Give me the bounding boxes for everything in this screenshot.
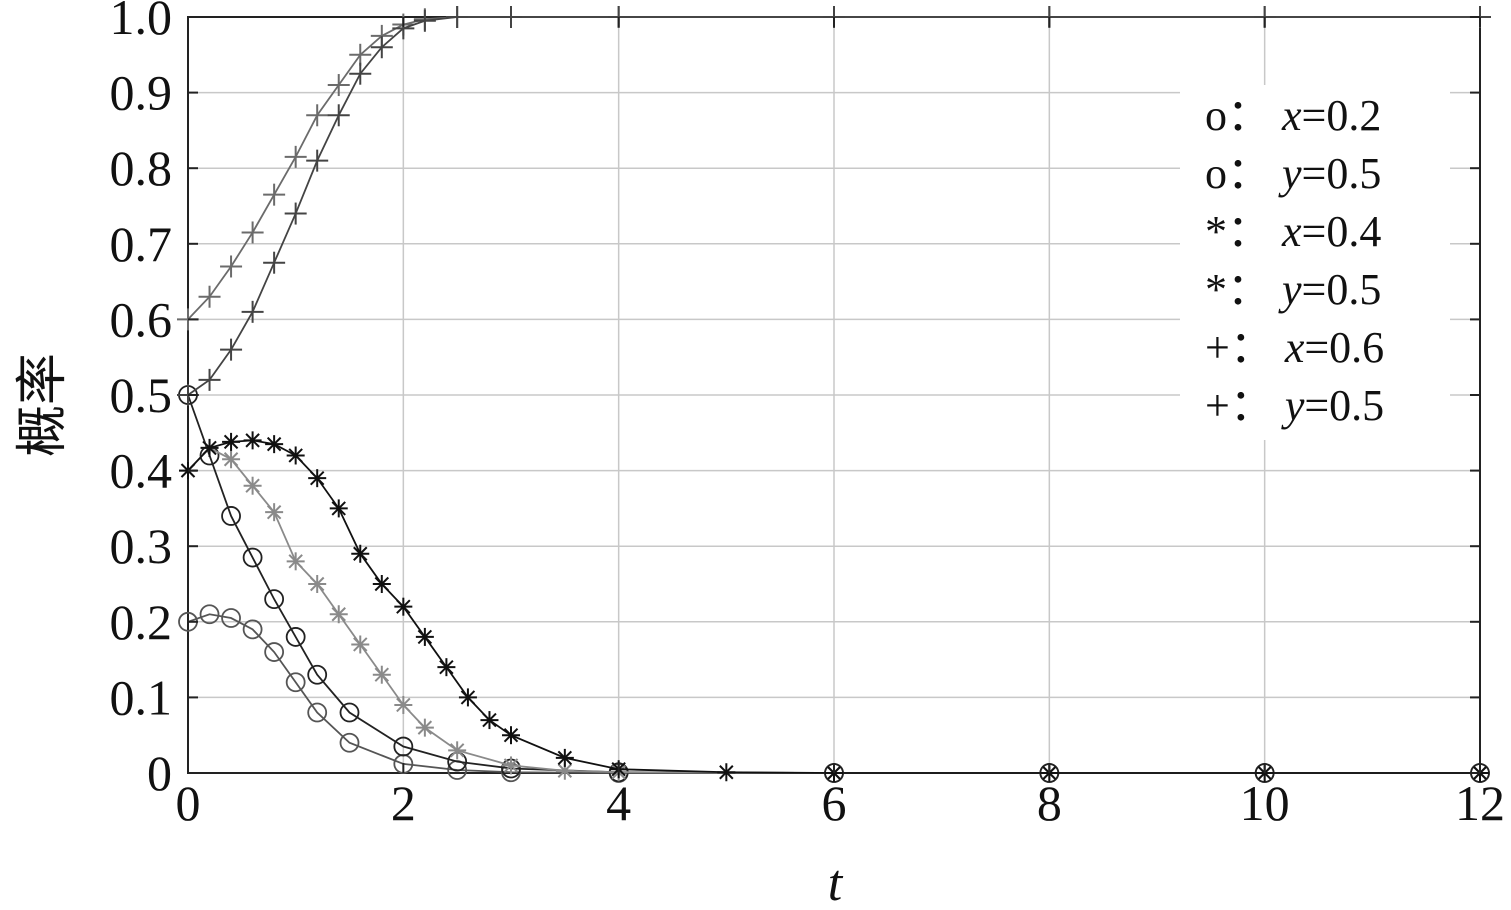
data-point (242, 547, 263, 568)
data-point (286, 552, 305, 571)
legend-entry: *： x=0.4 (1205, 207, 1381, 256)
y-tick-label: 0.7 (110, 216, 173, 272)
y-tick-label: 0.1 (110, 669, 173, 725)
data-point (502, 726, 520, 745)
data-point (372, 665, 391, 684)
data-point (370, 36, 393, 59)
data-point (264, 642, 285, 662)
data-point (307, 702, 328, 723)
legend-entry: +： y=0.5 (1205, 381, 1384, 430)
data-point (285, 672, 306, 693)
legend-entry: o： y=0.5 (1205, 149, 1381, 198)
data-point (265, 503, 284, 522)
data-point (394, 695, 413, 714)
data-point (415, 627, 434, 646)
data-point (200, 438, 219, 457)
data-point (502, 756, 520, 775)
data-point (242, 619, 263, 640)
series-layer (177, 6, 1491, 783)
data-point (220, 338, 243, 361)
data-point (329, 499, 348, 518)
data-point (198, 285, 221, 308)
y-tick-label: 0.2 (110, 594, 173, 650)
x-tick-label: 0 (176, 775, 201, 831)
data-point (198, 368, 221, 391)
data-point (351, 635, 370, 654)
data-point (339, 702, 360, 723)
y-tick-label: 0.6 (110, 291, 173, 347)
data-point (284, 145, 307, 168)
data-point (717, 763, 736, 782)
data-point (394, 597, 413, 616)
y-tick-label: 0.4 (110, 443, 173, 499)
y-tick-label: 0.3 (110, 518, 173, 574)
data-point (307, 664, 328, 685)
legend-entry: *： y=0.5 (1205, 265, 1381, 314)
y-tick-label: 1.0 (110, 0, 173, 45)
data-point (446, 6, 469, 28)
data-point (339, 732, 360, 753)
data-point (349, 43, 372, 66)
data-point (243, 431, 262, 450)
data-point (415, 718, 434, 737)
tick-marks (187, 16, 1481, 774)
data-point (327, 74, 350, 97)
data-point (220, 255, 243, 278)
data-point (222, 432, 241, 451)
data-point (243, 476, 262, 495)
data-point (241, 221, 264, 244)
data-point (555, 748, 574, 767)
data-point (351, 544, 370, 563)
data-point (284, 202, 307, 225)
data-point (199, 604, 220, 625)
data-point (286, 446, 305, 465)
data-point (327, 104, 350, 127)
x-tick-labels: 0 2 4 6 8 10 12 (176, 775, 1506, 831)
data-point (306, 149, 329, 172)
legend-entry: o： x=0.2 (1205, 91, 1381, 140)
x-tick-label: 10 (1240, 775, 1290, 831)
data-point (265, 435, 284, 454)
data-point (221, 506, 241, 526)
data-point (264, 589, 285, 610)
data-point (372, 575, 391, 593)
legend-background (1180, 85, 1450, 440)
data-point (480, 711, 499, 730)
data-point (263, 183, 286, 206)
legend: o： x=0.2 o： y=0.5 *： x=0.4 *： y=0.5 +： x=0.6… (1180, 85, 1450, 440)
x-tick-label: 8 (1037, 775, 1062, 831)
data-point (393, 736, 414, 757)
y-tick-label: 0 (147, 745, 172, 801)
data-point (241, 300, 264, 323)
data-point (349, 62, 372, 85)
y-axis-title: 概率 (15, 353, 72, 457)
data-point (306, 104, 329, 127)
x-tick-label: 6 (822, 775, 847, 831)
x-tick-label: 12 (1455, 775, 1505, 831)
x-axis-title: t (828, 855, 844, 910)
y-tick-label: 0.9 (110, 65, 173, 121)
data-point (448, 741, 467, 760)
data-point (285, 627, 306, 647)
data-point (222, 450, 241, 469)
data-point (437, 658, 456, 677)
data-point (500, 6, 522, 28)
x-tick-label: 4 (606, 775, 631, 831)
data-point (263, 251, 286, 274)
data-point (329, 605, 348, 624)
legend-entry: +： x=0.6 (1205, 323, 1384, 372)
data-point (221, 608, 241, 628)
data-point (458, 688, 477, 707)
x-tick-label: 2 (391, 775, 416, 831)
y-tick-labels: 0 0.1 0.2 0.3 0.4 0.5 0.6 0.7 0.8 0.9 1.0 (110, 0, 173, 801)
data-point (413, 9, 436, 32)
data-point (308, 575, 327, 593)
y-tick-label: 0.5 (110, 367, 173, 423)
y-tick-label: 0.8 (110, 140, 173, 196)
data-point (308, 469, 327, 488)
